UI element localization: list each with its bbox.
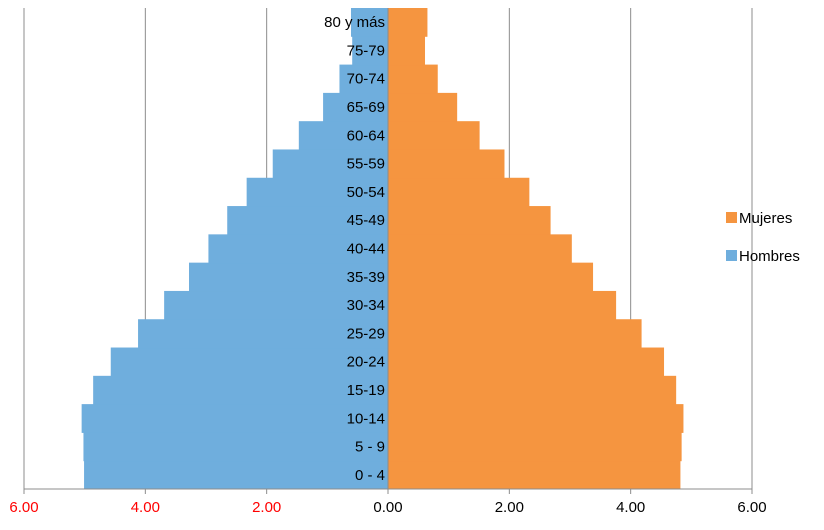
bar-hombres	[323, 92, 388, 122]
bar-mujeres	[388, 64, 438, 94]
bar-hombres	[227, 206, 388, 235]
bar-hombres	[164, 290, 388, 320]
bar-hombres	[352, 36, 388, 66]
category-label: 10-14	[347, 410, 385, 427]
bar-mujeres	[388, 290, 617, 320]
bar-hombres	[272, 149, 388, 179]
x-tick-label: 2.00	[495, 499, 524, 516]
bar-hombres	[83, 432, 388, 462]
category-label: 0 - 4	[355, 467, 385, 484]
bar-mujeres	[388, 36, 426, 66]
x-tick-labels: 6.00 4.00 2.00 0.00 2.00 4.00 6.00	[9, 499, 766, 516]
legend-label: Hombres	[739, 248, 800, 265]
bar-hombres	[339, 64, 388, 94]
category-label: 80 y más	[324, 14, 385, 31]
category-label: 35-39	[347, 269, 385, 286]
bar-mujeres	[388, 404, 684, 433]
category-label: 25-29	[347, 325, 385, 342]
bar-mujeres	[388, 8, 428, 37]
category-label: 60-64	[347, 127, 385, 144]
x-tick-label: 2.00	[252, 499, 281, 516]
category-label: 50-54	[347, 184, 385, 201]
bar-mujeres	[388, 206, 551, 235]
bar-mujeres	[388, 319, 642, 349]
bar-hombres	[350, 8, 388, 37]
bar-mujeres	[388, 460, 681, 490]
x-axis	[23, 8, 753, 494]
bar-mujeres	[388, 177, 530, 207]
category-label: 45-49	[347, 212, 385, 229]
bar-mujeres	[388, 149, 505, 179]
bar-mujeres	[388, 432, 682, 462]
category-labels: 0 - 4 5 - 9 10-14 15-19 20-24 25-29 30-34 35-39…	[324, 14, 385, 484]
bar-hombres	[93, 375, 388, 405]
bar-mujeres	[388, 262, 594, 292]
category-label: 65-69	[347, 99, 385, 116]
category-label: 5 - 9	[355, 439, 385, 456]
category-label: 40-44	[347, 241, 385, 258]
bar-mujeres	[388, 347, 665, 377]
bar-mujeres	[388, 375, 677, 405]
bar-hombres	[84, 460, 388, 490]
bars	[81, 8, 684, 490]
bar-hombres	[208, 234, 388, 264]
category-label: 15-19	[347, 382, 385, 399]
bar-hombres	[110, 347, 389, 377]
x-tick-label: 4.00	[131, 499, 160, 516]
bar-hombres	[189, 262, 388, 292]
legend-swatch	[726, 250, 737, 261]
bar-hombres	[81, 404, 388, 433]
bar-mujeres	[388, 234, 572, 264]
x-tick-label: 4.00	[616, 499, 645, 516]
bar-mujeres	[388, 121, 480, 150]
category-label: 70-74	[347, 71, 385, 88]
bar-hombres	[298, 121, 388, 150]
category-label: 75-79	[347, 42, 385, 59]
category-label: 55-59	[347, 156, 385, 173]
legend-swatch	[726, 212, 737, 223]
legend: Mujeres Hombres	[726, 210, 800, 265]
x-tick-label: 6.00	[9, 499, 38, 516]
x-tick-label: 6.00	[737, 499, 766, 516]
bar-hombres	[138, 319, 388, 349]
category-label: 20-24	[347, 354, 385, 371]
x-tick-label: 0.00	[373, 499, 402, 516]
bar-hombres	[246, 177, 388, 207]
category-label: 30-34	[347, 297, 385, 314]
legend-label: Mujeres	[739, 210, 792, 227]
bar-mujeres	[388, 92, 458, 122]
